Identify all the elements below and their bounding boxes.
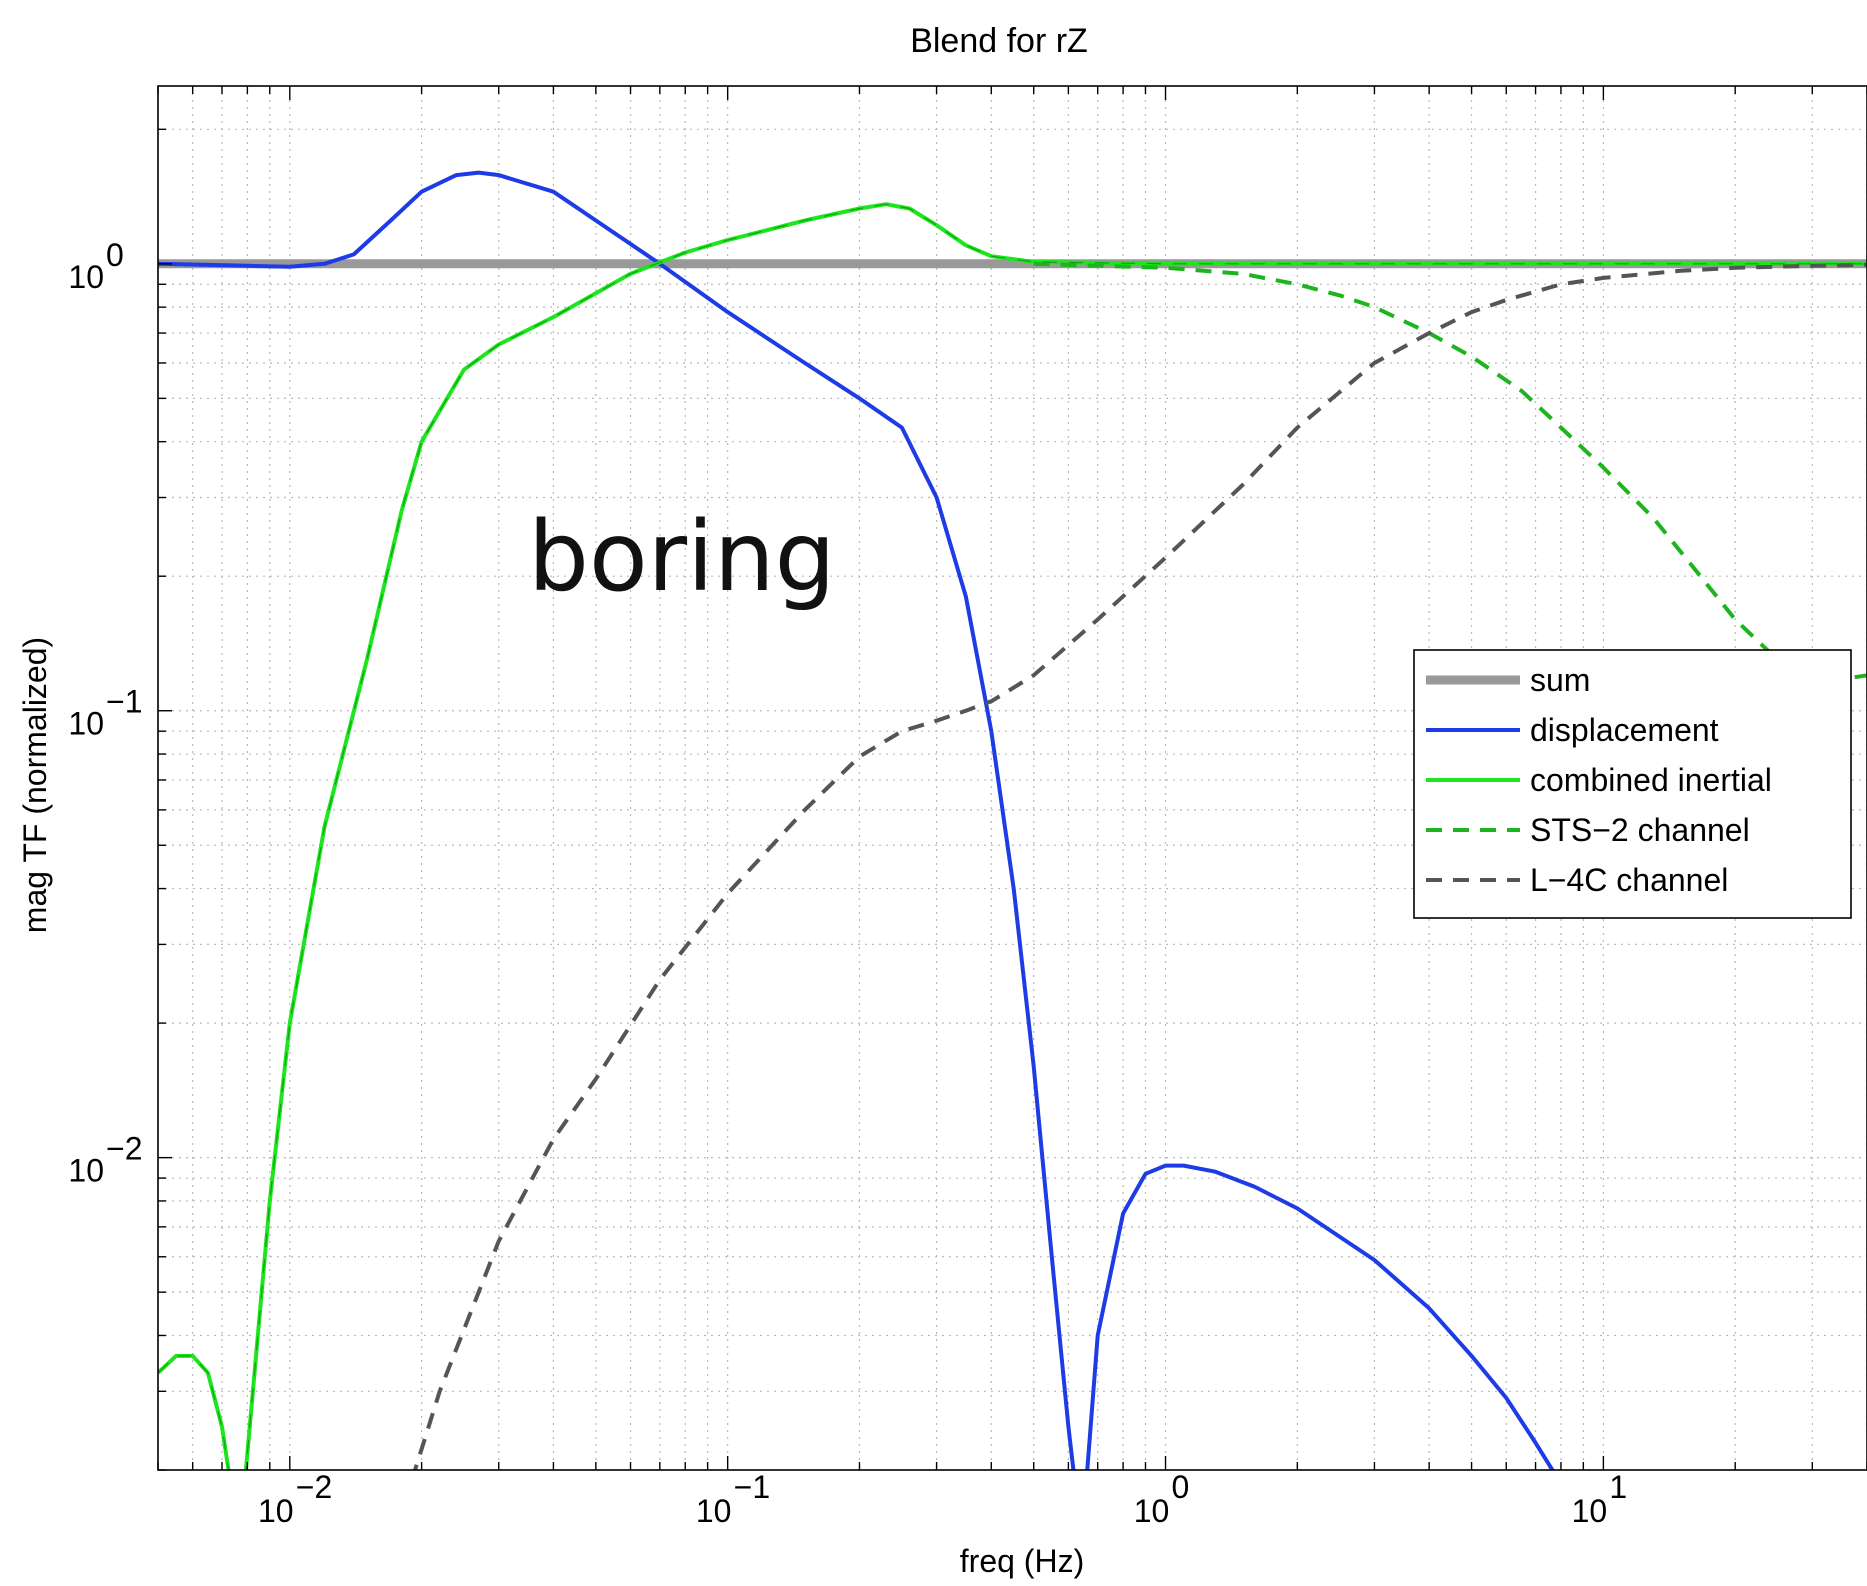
x-tick-label-exponent: −1 (734, 1469, 770, 1505)
y-tick-label: 10 (68, 1153, 104, 1189)
x-tick-label: 10 (696, 1493, 732, 1529)
y-tick-label: 10 (68, 706, 104, 742)
y-tick-label: 10 (68, 259, 104, 295)
x-tick-label-exponent: 1 (1609, 1469, 1627, 1505)
legend-label-3: STS−2 channel (1530, 812, 1750, 848)
legend-label-0: sum (1530, 662, 1590, 698)
series-overlay-3 (158, 1355, 230, 1470)
series-line-5 (1033, 261, 1867, 686)
legend-label-4: L−4C channel (1530, 862, 1728, 898)
axes-frame (157, 85, 1867, 1471)
legend-box (1413, 649, 1852, 919)
annotation-text: boring (528, 501, 836, 613)
x-tick-label: 10 (258, 1493, 294, 1529)
x-axis-label: freq (Hz) (960, 1543, 1084, 1579)
legend-label-1: displacement (1530, 712, 1719, 748)
x-tick-label-exponent: −2 (296, 1469, 332, 1505)
x-tick-label-exponent: 0 (1172, 1469, 1190, 1505)
chart-title: Blend for rZ (910, 22, 1088, 60)
series-layer (158, 170, 1867, 1470)
series-overlay-4 (245, 203, 1867, 1470)
x-tick-label: 10 (1572, 1493, 1608, 1529)
legend-label-2: combined inertial (1530, 762, 1772, 798)
series-line-6 (412, 262, 1867, 1470)
y-tick-label-exponent: −2 (106, 1131, 142, 1167)
series-line-2 (1085, 1163, 1555, 1470)
y-tick-label-exponent: −1 (106, 684, 142, 720)
y-tick-label-exponent: 0 (106, 237, 124, 273)
y-axis-label: mag TF (normalized) (17, 637, 53, 933)
x-tick-label: 10 (1134, 1493, 1170, 1529)
legend: sum displacement combined inertial STS−2 ch… (1413, 649, 1852, 919)
